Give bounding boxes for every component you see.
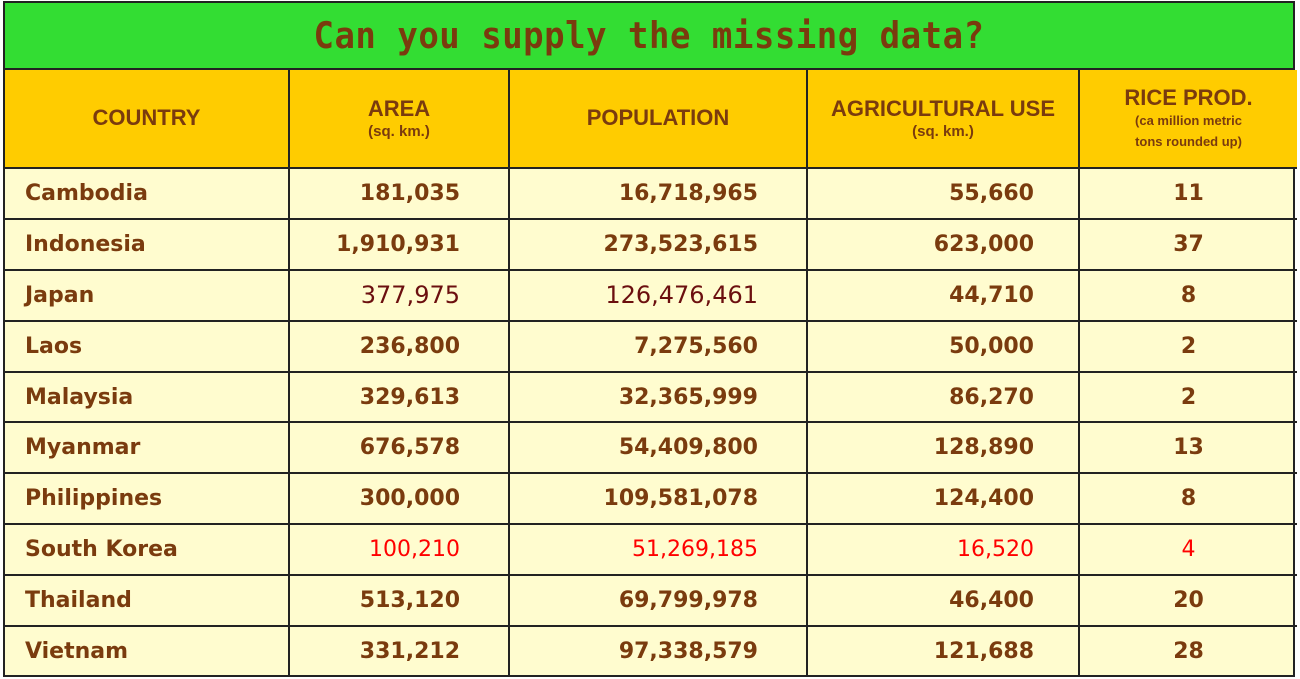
cell-rice: 8 (1079, 269, 1297, 322)
cell-rice: 11 (1079, 168, 1297, 220)
table-row: South Korea 100,210 51,269,185 16,520 4 (5, 524, 1297, 577)
cell-country: Malaysia (5, 371, 290, 424)
header-rice-unit-line2: tons rounded up) (1135, 133, 1242, 149)
cell-agricultural: 623,000 (807, 218, 1080, 271)
cell-agricultural: 124,400 (807, 473, 1080, 526)
country-data-table: COUNTRY AREA (sq. km.) POPULATION AGRICU… (5, 70, 1297, 677)
table-row: Philippines 300,000 109,581,078 124,400 … (5, 473, 1297, 526)
cell-population: 97,338,579 (509, 626, 808, 677)
cell-area: 513,120 (289, 575, 510, 628)
cell-country: Laos (5, 320, 290, 373)
header-row: COUNTRY AREA (sq. km.) POPULATION AGRICU… (5, 70, 1297, 169)
header-rice: RICE PROD. (ca million metric tons round… (1079, 70, 1297, 169)
cell-rice: 8 (1079, 473, 1297, 526)
header-agricultural-unit: (sq. km.) (912, 122, 974, 140)
cell-rice: 28 (1173, 639, 1204, 665)
cell-country: Japan (5, 269, 290, 322)
cell-population: 109,581,078 (509, 473, 808, 526)
cell-agricultural: 50,000 (807, 320, 1080, 373)
cell-country: Cambodia (5, 168, 290, 220)
cell-area: 329,613 (289, 371, 510, 424)
table-row: Thailand 513,120 69,799,978 46,400 20 (5, 575, 1297, 628)
cell-rice: 20 (1079, 575, 1297, 628)
header-rice-label: RICE PROD. (1124, 84, 1253, 110)
cell-population: 16,718,965 (509, 168, 808, 220)
header-area-label: AREA (367, 96, 431, 122)
cell-population: 273,523,615 (509, 218, 808, 271)
cell-agricultural: 46,400 (807, 575, 1080, 628)
cell-rice: 2 (1079, 371, 1297, 424)
table-row: Laos 236,800 7,275,560 50,000 2 (5, 320, 1297, 373)
header-population-label: POPULATION (586, 105, 730, 131)
cell-population: 54,409,800 (509, 422, 808, 475)
cell-population: 51,269,185 (509, 524, 808, 577)
cell-area: 331,212 (289, 626, 510, 677)
cell-population: 69,799,978 (509, 575, 808, 628)
header-area-unit: (sq. km.) (368, 122, 430, 140)
cell-country: Myanmar (5, 422, 290, 475)
cell-agricultural: 44,710 (807, 269, 1080, 322)
cell-country: South Korea (5, 524, 290, 577)
cell-population: 126,476,461 (509, 269, 808, 322)
header-rice-unit-line1: (ca million metric (1135, 112, 1242, 128)
table-row: Japan 377,975 126,476,461 44,710 8 (5, 269, 1297, 322)
cell-population: 7,275,560 (509, 320, 808, 373)
cell-area: 181,035 (289, 168, 510, 220)
cell-area: 1,910,931 (289, 218, 510, 271)
cell-area: 300,000 (289, 473, 510, 526)
page-title: Can you supply the missing data? (313, 13, 985, 58)
header-agricultural-label: AGRICULTURAL USE (830, 96, 1056, 122)
cell-area: 676,578 (289, 422, 510, 475)
table-row: Myanmar 676,578 54,409,800 128,890 13 (5, 422, 1297, 475)
header-population: POPULATION (509, 70, 808, 169)
cell-area: 100,210 (289, 524, 510, 577)
table-row: Indonesia 1,910,931 273,523,615 623,000 … (5, 218, 1297, 271)
data-table-frame: Can you supply the missing data? COUNTRY… (3, 1, 1297, 677)
cell-rice: 2 (1079, 320, 1297, 373)
table-row: Cambodia 181,035 16,718,965 55,660 11 (5, 168, 1297, 220)
cell-country: Indonesia (5, 218, 290, 271)
cell-rice: 37 (1079, 218, 1297, 271)
cell-population: 32,365,999 (509, 371, 808, 424)
cell-area: 377,975 (289, 269, 510, 322)
cell-agricultural: 128,890 (807, 422, 1080, 475)
cell-rice: 4 (1079, 524, 1297, 577)
cell-agricultural: 16,520 (807, 524, 1080, 577)
table-row: Malaysia 329,613 32,365,999 86,270 2 (5, 371, 1297, 424)
table-row: Vietnam 331,212 97,338,579 121,688 28 (5, 626, 1297, 677)
cell-agricultural: 121,688 (807, 626, 1080, 677)
cell-agricultural: 55,660 (807, 168, 1080, 220)
header-agricultural: AGRICULTURAL USE (sq. km.) (807, 70, 1080, 169)
header-area: AREA (sq. km.) (289, 70, 510, 169)
cell-rice: 13 (1079, 422, 1297, 475)
cell-agricultural: 86,270 (807, 371, 1080, 424)
cell-country: Thailand (5, 575, 290, 628)
header-country: COUNTRY (5, 70, 290, 169)
cell-country: Vietnam (5, 626, 290, 677)
cell-area: 236,800 (289, 320, 510, 373)
cell-country: Philippines (5, 473, 290, 526)
header-country-label: COUNTRY (92, 105, 201, 131)
title-bar: Can you supply the missing data? (5, 3, 1293, 70)
